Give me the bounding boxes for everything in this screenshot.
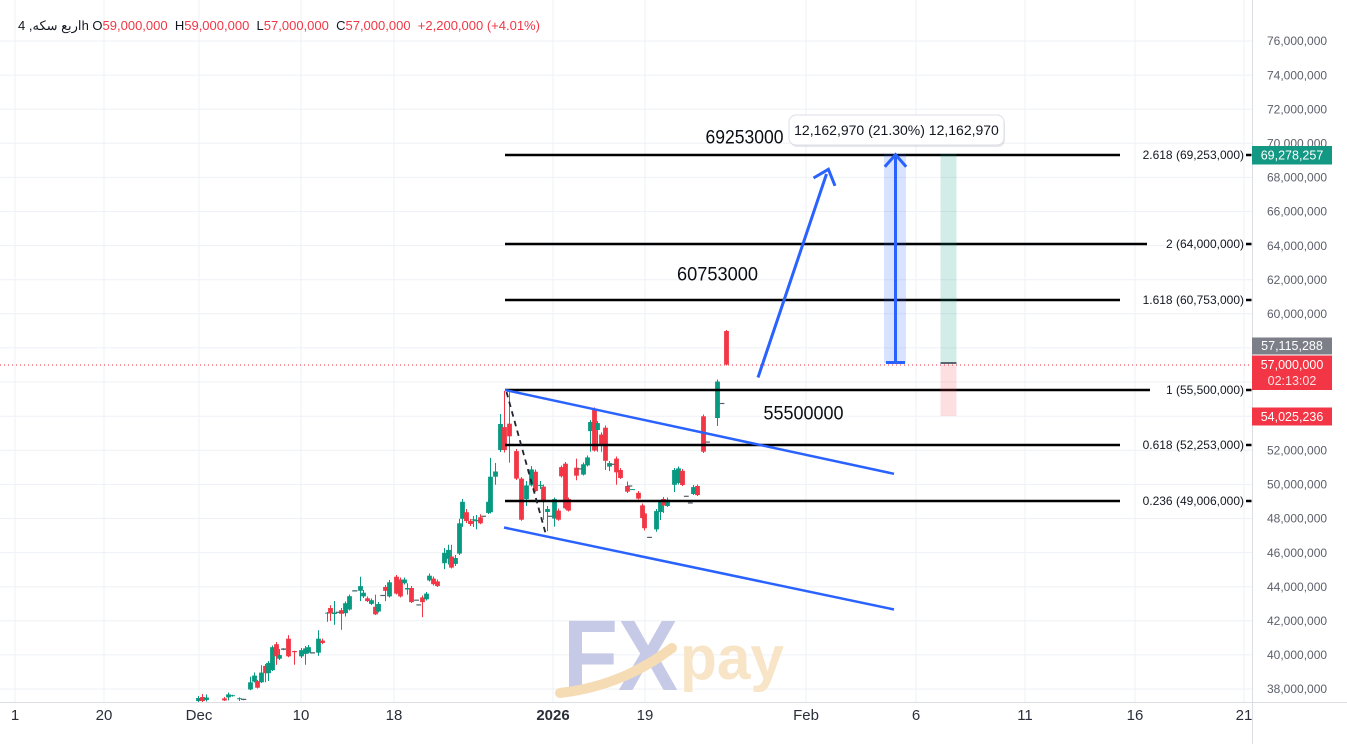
svg-text:50,000,000: 50,000,000 — [1267, 478, 1327, 492]
svg-text:60,000,000: 60,000,000 — [1267, 307, 1327, 321]
svg-text:42,000,000: 42,000,000 — [1267, 614, 1327, 628]
svg-text:64,000,000: 64,000,000 — [1267, 239, 1327, 253]
svg-text:54,025,236: 54,025,236 — [1261, 410, 1324, 424]
svg-text:10: 10 — [293, 707, 310, 724]
svg-text:11: 11 — [1017, 707, 1033, 724]
svg-text:76,000,000: 76,000,000 — [1267, 34, 1327, 48]
svg-text:21: 21 — [1236, 707, 1253, 724]
svg-text:02:13:02: 02:13:02 — [1268, 374, 1317, 388]
svg-text:46,000,000: 46,000,000 — [1267, 546, 1327, 560]
svg-text:69253000: 69253000 — [706, 128, 784, 149]
svg-text:40,000,000: 40,000,000 — [1267, 648, 1327, 662]
svg-text:pay: pay — [680, 624, 784, 693]
svg-text:0.618 (52,253,000): 0.618 (52,253,000) — [1143, 438, 1244, 452]
svg-text:0.236 (49,006,000): 0.236 (49,006,000) — [1143, 494, 1244, 508]
svg-text:20: 20 — [96, 707, 113, 724]
svg-text:72,000,000: 72,000,000 — [1267, 102, 1327, 116]
svg-text:69,278,257: 69,278,257 — [1261, 149, 1324, 163]
svg-text:2 (64,000,000): 2 (64,000,000) — [1166, 237, 1244, 251]
svg-text:68,000,000: 68,000,000 — [1267, 171, 1327, 185]
svg-text:57,000,000: 57,000,000 — [1261, 358, 1324, 372]
svg-text:Dec: Dec — [186, 707, 213, 724]
svg-text:62,000,000: 62,000,000 — [1267, 273, 1327, 287]
svg-text:74,000,000: 74,000,000 — [1267, 68, 1327, 82]
svg-text:55500000: 55500000 — [764, 404, 844, 425]
svg-text:16: 16 — [1127, 707, 1144, 724]
svg-text:38,000,000: 38,000,000 — [1267, 682, 1327, 696]
svg-text:2.618 (69,253,000): 2.618 (69,253,000) — [1143, 148, 1244, 162]
svg-text:6: 6 — [912, 707, 920, 724]
svg-text:2026: 2026 — [536, 707, 569, 724]
svg-text:44,000,000: 44,000,000 — [1267, 580, 1327, 594]
svg-text:52,000,000: 52,000,000 — [1267, 444, 1327, 458]
svg-text:12,162,970 (21.30%) 12,162,970: 12,162,970 (21.30%) 12,162,970 — [794, 122, 999, 138]
svg-text:60753000: 60753000 — [677, 265, 758, 286]
svg-text:48,000,000: 48,000,000 — [1267, 512, 1327, 526]
svg-text:57,115,288: 57,115,288 — [1261, 339, 1323, 353]
svg-text:Feb: Feb — [793, 707, 819, 724]
svg-text:1.618 (60,753,000): 1.618 (60,753,000) — [1143, 293, 1244, 307]
svg-text:66,000,000: 66,000,000 — [1267, 205, 1327, 219]
svg-text:1: 1 — [11, 707, 19, 724]
svg-text:19: 19 — [637, 707, 654, 724]
svg-text:1 (55,500,000): 1 (55,500,000) — [1166, 383, 1244, 397]
svg-text:18: 18 — [386, 707, 403, 724]
